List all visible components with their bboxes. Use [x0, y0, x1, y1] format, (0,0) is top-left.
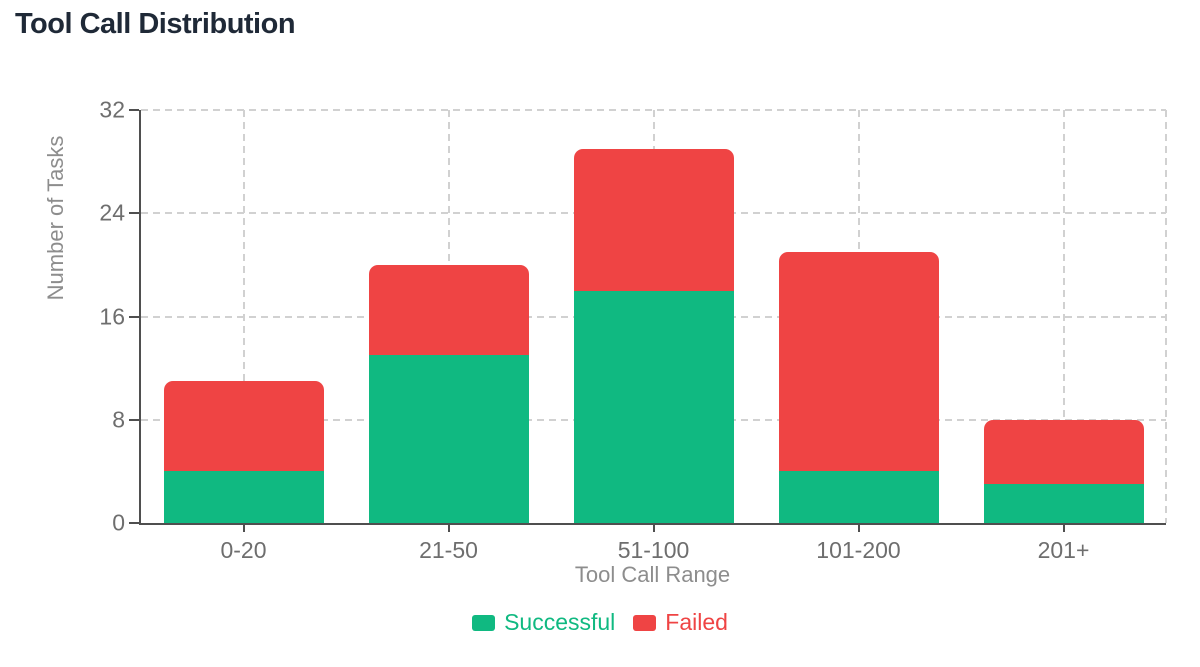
legend-item-successful: Successful [472, 609, 615, 636]
bar-51-100 [573, 110, 734, 523]
plot-area: 0 8 16 24 32 0-20 21-50 51-100 101-200 201+ [99, 98, 1167, 563]
y-tick-label-32: 32 [99, 96, 125, 123]
legend-item-failed: Failed [633, 609, 728, 636]
y-tick-label-8: 8 [112, 406, 125, 433]
bar-segment-failed-21-50 [368, 264, 529, 356]
x-tick-mark-101-200 [857, 523, 860, 532]
bar-101-200 [778, 110, 939, 523]
y-tick-mark-24 [129, 212, 139, 215]
x-axis-title: Tool Call Range [574, 562, 731, 587]
bar-segment-successful-0-20 [163, 471, 324, 523]
bar-21-50 [368, 110, 529, 523]
x-tick-mark-201+ [1062, 523, 1065, 532]
bar-segment-successful-101-200 [778, 471, 939, 523]
bar-segment-failed-51-100 [573, 148, 734, 291]
gridline-x-right-edge [1165, 110, 1167, 523]
y-tick-mark-8 [129, 418, 139, 421]
y-tick-mark-32 [129, 109, 139, 111]
y-axis-title: Number of Tasks [43, 135, 68, 301]
y-tick-label-0: 0 [112, 509, 125, 536]
legend: Successful Failed [0, 609, 1200, 636]
x-tick-label-21-50: 21-50 [419, 537, 478, 563]
x-tick-label-0-20: 0-20 [220, 537, 267, 563]
chart-title: Tool Call Distribution [15, 8, 296, 40]
legend-swatch-failed [633, 614, 657, 631]
bar-segment-successful-51-100 [573, 290, 734, 523]
bar-201+ [983, 110, 1144, 523]
gridline-x-0-20 [242, 110, 245, 523]
bar-segment-successful-201+ [983, 484, 1144, 523]
x-tick-mark-51-100 [652, 523, 655, 532]
legend-swatch-successful [472, 614, 496, 631]
bar-segment-failed-0-20 [163, 381, 324, 472]
bar-segment-failed-101-200 [778, 251, 939, 472]
x-tick-mark-0-20 [242, 523, 245, 532]
bar-segment-successful-21-50 [368, 355, 529, 523]
legend-label-failed: Failed [665, 609, 728, 635]
gridline-x-201+ [1062, 110, 1065, 523]
legend-label-successful: Successful [504, 609, 616, 635]
bar-segment-failed-201+ [983, 419, 1144, 485]
x-tick-label-51-100: 51-100 [617, 537, 690, 563]
y-tick-mark-0 [129, 522, 139, 524]
x-tick-label-201+: 201+ [1037, 537, 1090, 563]
y-tick-mark-16 [129, 315, 139, 318]
x-tick-label-101-200: 101-200 [816, 537, 901, 563]
bar-0-20 [163, 110, 324, 523]
y-tick-label-16: 16 [99, 303, 125, 329]
x-tick-mark-21-50 [447, 523, 450, 532]
y-tick-label-24: 24 [99, 199, 125, 226]
